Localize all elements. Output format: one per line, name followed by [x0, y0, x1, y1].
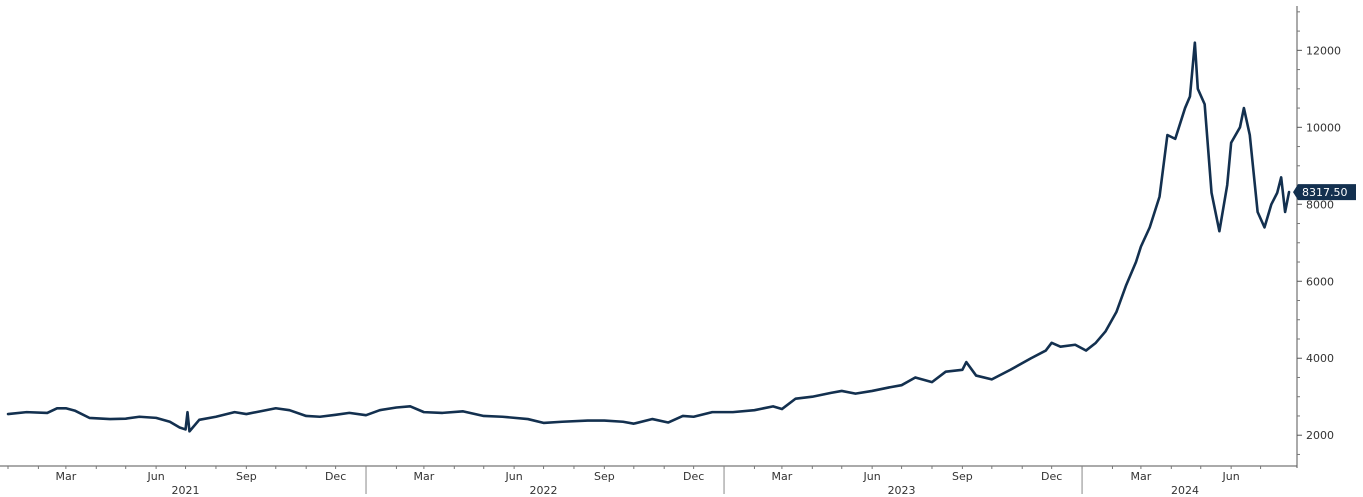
price-series-line	[6, 41, 1291, 433]
x-tick-label: Sep	[952, 470, 973, 483]
x-tick-label: Sep	[594, 470, 615, 483]
x-tick-label: Jun	[1222, 470, 1240, 483]
y-tick-label: 6000	[1306, 275, 1334, 288]
y-tick-label: 10000	[1306, 121, 1341, 134]
x-tick-label: Jun	[505, 470, 523, 483]
y-tick-label: 2000	[1306, 429, 1334, 442]
last-value-text: 8317.50	[1302, 186, 1348, 199]
y-tick-label: 8000	[1306, 198, 1334, 211]
x-tick-label: Mar	[414, 470, 435, 483]
x-tick-label: Dec	[683, 470, 704, 483]
x-tick-label: Mar	[55, 470, 76, 483]
y-tick-label: 12000	[1306, 44, 1341, 57]
year-label: 2024	[1171, 484, 1199, 497]
x-tick-label: Sep	[236, 470, 257, 483]
year-label: 2021	[172, 484, 200, 497]
axes	[0, 6, 1302, 494]
x-tick-label: Dec	[325, 470, 346, 483]
year-label: 2022	[530, 484, 558, 497]
last-value-badge	[1293, 184, 1356, 201]
series-layer	[6, 41, 1291, 433]
x-tick-label: Mar	[1131, 470, 1152, 483]
x-tick-label: Dec	[1041, 470, 1062, 483]
year-label: 2023	[888, 484, 916, 497]
last-value-tag: 8317.50	[1293, 184, 1356, 201]
x-tick-label: Jun	[147, 470, 165, 483]
x-tick-label: Jun	[863, 470, 881, 483]
y-tick-label: 4000	[1306, 352, 1334, 365]
x-tick-label: Mar	[772, 470, 793, 483]
labels: 2000 4000 6000 8000 10000 12000 Mar Jun Sep Dec Ma…	[55, 44, 1356, 497]
